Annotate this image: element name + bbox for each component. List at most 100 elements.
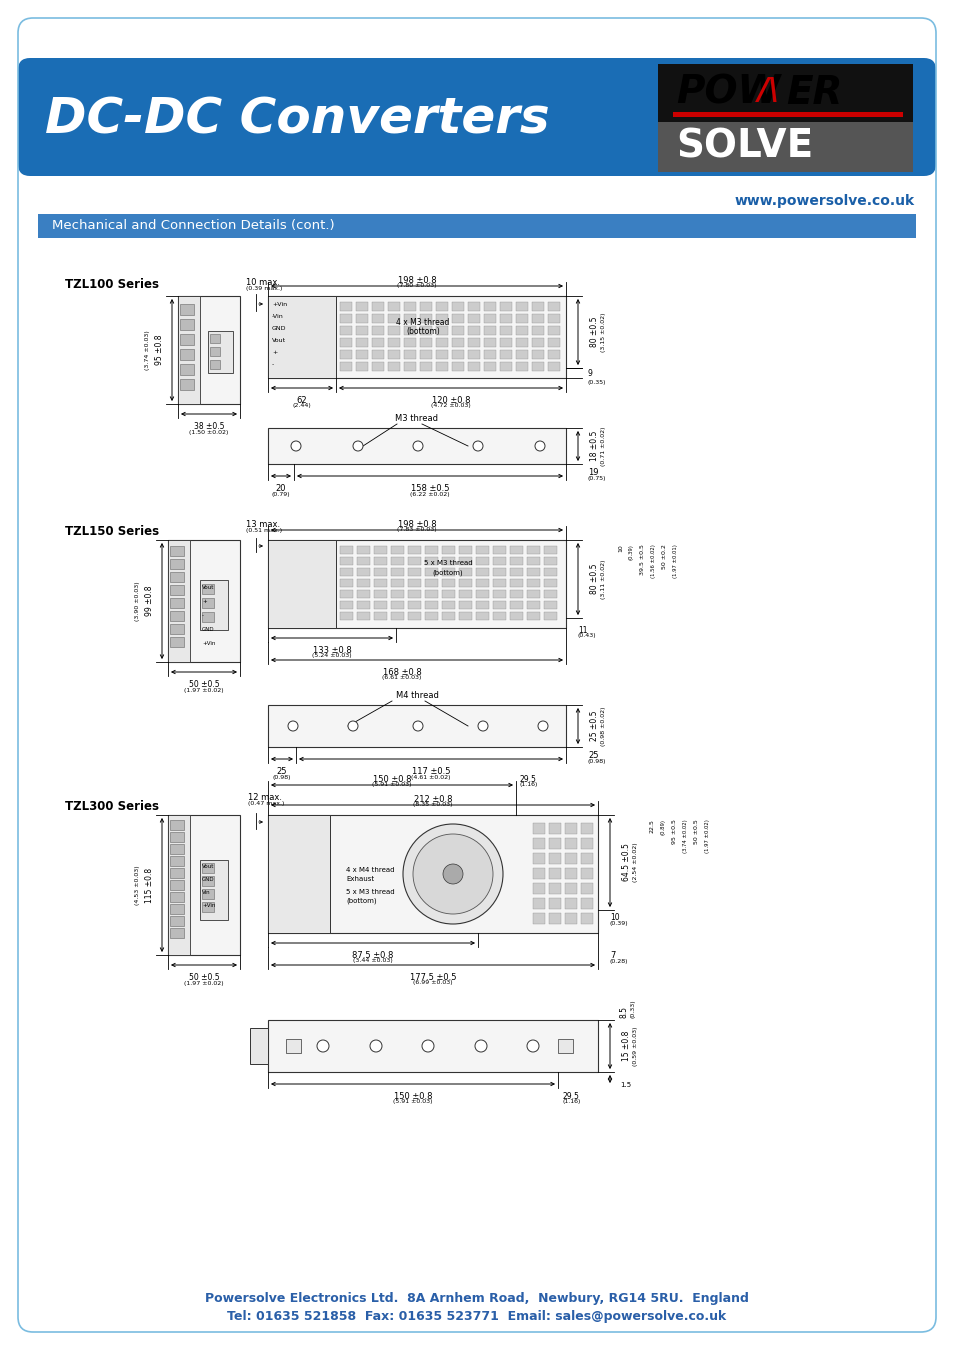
- Text: 87.5 ±0.8: 87.5 ±0.8: [352, 950, 394, 960]
- Bar: [424, 612, 437, 620]
- Bar: [170, 572, 184, 582]
- Text: (0.35): (0.35): [587, 379, 606, 385]
- Bar: [548, 883, 560, 894]
- Bar: [476, 579, 489, 587]
- Bar: [374, 612, 387, 620]
- Circle shape: [348, 721, 357, 730]
- Bar: [168, 540, 240, 662]
- Bar: [355, 350, 368, 359]
- Bar: [202, 890, 213, 899]
- Bar: [170, 559, 184, 568]
- Bar: [356, 612, 370, 620]
- Text: 95 ±0.5: 95 ±0.5: [671, 819, 677, 844]
- Bar: [468, 302, 479, 311]
- Bar: [580, 883, 593, 894]
- Bar: [516, 315, 527, 323]
- Text: 117 ±0.5: 117 ±0.5: [412, 767, 450, 776]
- Text: 10: 10: [609, 913, 619, 922]
- Circle shape: [353, 441, 363, 451]
- Bar: [493, 601, 505, 609]
- Text: www.powersolve.co.uk: www.powersolve.co.uk: [734, 194, 914, 208]
- Bar: [510, 579, 522, 587]
- Bar: [424, 558, 437, 566]
- Bar: [419, 338, 432, 347]
- Bar: [548, 898, 560, 909]
- Bar: [408, 590, 420, 598]
- Bar: [547, 302, 559, 311]
- Bar: [403, 362, 416, 371]
- Bar: [170, 819, 184, 830]
- Bar: [468, 362, 479, 371]
- Text: 25: 25: [587, 751, 598, 760]
- Bar: [388, 325, 399, 335]
- Bar: [458, 568, 472, 576]
- Bar: [547, 350, 559, 359]
- Bar: [468, 325, 479, 335]
- Bar: [339, 302, 352, 311]
- Bar: [339, 579, 353, 587]
- Bar: [516, 362, 527, 371]
- Bar: [436, 350, 448, 359]
- Text: 11: 11: [578, 626, 587, 634]
- Bar: [180, 350, 193, 360]
- Bar: [424, 545, 437, 554]
- Bar: [268, 296, 335, 378]
- Bar: [533, 898, 544, 909]
- Bar: [493, 558, 505, 566]
- Bar: [408, 545, 420, 554]
- Text: 4 x M4 thread: 4 x M4 thread: [346, 867, 395, 873]
- Bar: [458, 590, 472, 598]
- Bar: [510, 601, 522, 609]
- Bar: [268, 1021, 598, 1072]
- Bar: [493, 545, 505, 554]
- Bar: [543, 568, 557, 576]
- Bar: [339, 568, 353, 576]
- Circle shape: [291, 441, 301, 451]
- Bar: [452, 362, 463, 371]
- Bar: [356, 590, 370, 598]
- Bar: [355, 338, 368, 347]
- Bar: [543, 579, 557, 587]
- Bar: [268, 428, 565, 464]
- Bar: [355, 302, 368, 311]
- Bar: [339, 612, 353, 620]
- Text: 80 ±0.5: 80 ±0.5: [589, 317, 598, 347]
- Text: (bottom): (bottom): [433, 568, 463, 575]
- Text: (4.61 ±0.02): (4.61 ±0.02): [411, 775, 450, 780]
- Bar: [170, 868, 184, 878]
- Bar: [178, 296, 200, 404]
- Text: +Vin: +Vin: [272, 302, 287, 306]
- Bar: [268, 540, 565, 628]
- Bar: [210, 360, 220, 369]
- Text: Tel: 01635 521858  Fax: 01635 523771  Email: sales@powersolve.co.uk: Tel: 01635 521858 Fax: 01635 523771 Emai…: [227, 1310, 726, 1323]
- Bar: [468, 315, 479, 323]
- Bar: [339, 590, 353, 598]
- Bar: [339, 315, 352, 323]
- Bar: [458, 558, 472, 566]
- Text: (4.53 ±0.03): (4.53 ±0.03): [135, 865, 140, 904]
- Bar: [403, 302, 416, 311]
- Bar: [419, 315, 432, 323]
- Bar: [493, 579, 505, 587]
- Text: (6.99 ±0.03): (6.99 ±0.03): [413, 980, 453, 986]
- Text: POW: POW: [676, 74, 780, 112]
- Text: ER: ER: [785, 74, 841, 112]
- Text: (0.39): (0.39): [628, 544, 634, 560]
- Text: 115 ±0.8: 115 ±0.8: [146, 868, 154, 903]
- Bar: [355, 362, 368, 371]
- Text: (0.98 ±0.02): (0.98 ±0.02): [600, 706, 605, 745]
- Text: (1.56 ±0.02): (1.56 ±0.02): [650, 544, 656, 578]
- Bar: [533, 913, 544, 923]
- Text: (0.89): (0.89): [660, 819, 665, 836]
- Bar: [170, 892, 184, 902]
- Circle shape: [402, 824, 502, 923]
- Circle shape: [413, 721, 422, 730]
- Bar: [408, 558, 420, 566]
- Bar: [580, 868, 593, 879]
- Bar: [441, 568, 455, 576]
- Bar: [558, 1040, 573, 1053]
- Bar: [372, 338, 384, 347]
- Text: TZL100 Series: TZL100 Series: [65, 278, 159, 292]
- Bar: [372, 362, 384, 371]
- Text: (3.15 ±0.02): (3.15 ±0.02): [600, 312, 605, 352]
